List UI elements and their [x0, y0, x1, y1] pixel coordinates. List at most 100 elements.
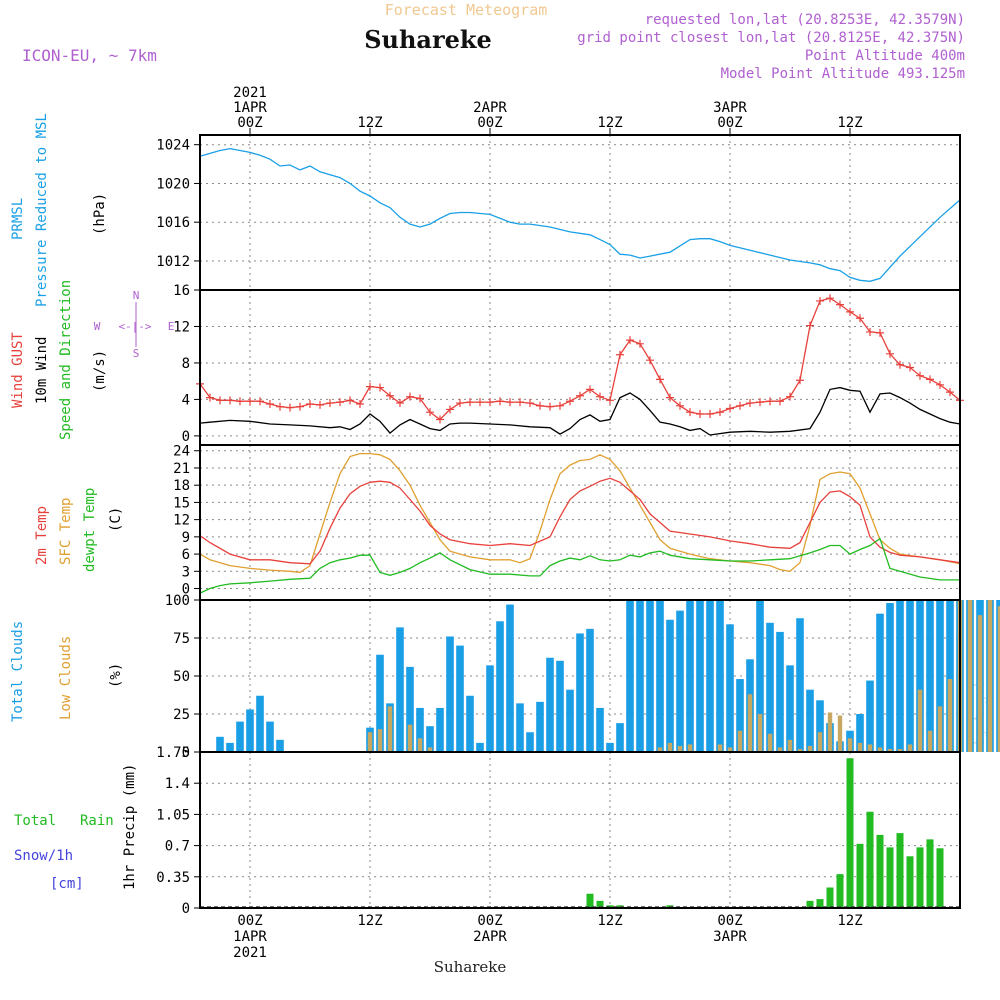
ytick-label-pressure: 1016	[156, 215, 190, 231]
top-time-label: 12Z	[357, 115, 382, 131]
total-cloud-bar	[516, 703, 524, 752]
temp-unit: (C)	[108, 507, 124, 532]
low-cloud-bar	[667, 742, 673, 752]
ytick-label-clouds: 25	[173, 707, 190, 723]
ytick-label-wind: 0	[182, 429, 190, 445]
low-cloud-bar	[817, 732, 823, 752]
ytick-label-clouds: 50	[173, 669, 190, 685]
ytick-label-clouds: 75	[173, 631, 190, 647]
low-cloud-bar	[777, 747, 783, 752]
model-altitude: Model Point Altitude 493.125m	[721, 66, 965, 82]
gust-marker	[526, 399, 534, 408]
low-cloud-bar	[837, 715, 843, 752]
precip-label-cm: [cm]	[50, 876, 84, 892]
grid-layer	[200, 135, 960, 909]
total-cloud-bar	[546, 657, 554, 752]
low-cloud-bar	[727, 747, 733, 752]
rain-bar	[936, 848, 944, 908]
gust-marker	[906, 363, 914, 372]
low-cloud-bar	[897, 748, 903, 752]
ytick-label-clouds: 0	[182, 745, 190, 761]
ytick-label-pressure: 1012	[156, 254, 190, 270]
gust-marker	[836, 300, 844, 309]
gust-marker	[606, 396, 614, 405]
total-cloud-bar	[276, 739, 284, 752]
gust-marker	[446, 405, 454, 414]
precip-label-snow: Snow/1h	[14, 848, 73, 864]
low-cloud-bar	[787, 739, 793, 752]
total-cloud-bar	[236, 721, 244, 752]
gust-marker	[536, 401, 544, 410]
ytick-label-wind: 8	[182, 356, 190, 372]
gust-marker	[686, 408, 694, 417]
product-title: Forecast Meteogram	[385, 1, 548, 19]
wind10m-line	[199, 386, 961, 436]
requested-coords: requested lon,lat (20.8253E, 42.3579N)	[645, 12, 965, 28]
gust-marker	[756, 398, 764, 407]
gust-marker	[356, 399, 364, 408]
gust-marker	[676, 401, 684, 410]
total-cloud-bar	[526, 732, 534, 752]
gust-marker	[786, 392, 794, 401]
precip-label-total: Total	[14, 813, 56, 829]
compass-n: N	[133, 289, 140, 302]
gust-marker	[916, 371, 924, 380]
gust-marker	[616, 350, 624, 359]
gust-marker	[596, 392, 604, 401]
total-cloud-bar	[226, 742, 234, 752]
gust-marker	[386, 391, 394, 400]
ytick-label-temp: 15	[173, 495, 190, 511]
gust-marker	[206, 393, 214, 402]
rain-bar	[836, 874, 844, 908]
low-cloud-bar	[967, 600, 973, 752]
bottom-time-label: 3APR	[713, 929, 747, 945]
low-cloud-bar	[657, 747, 663, 752]
gust-marker	[226, 396, 234, 405]
top-time-label: 3APR	[713, 100, 747, 116]
low-cloud-bar	[717, 744, 723, 752]
ytick-label-temp: 18	[173, 478, 190, 494]
total-cloud-bar	[216, 736, 224, 752]
precip-label-1hr: 1hr Precip (mm)	[122, 764, 138, 890]
gust-marker	[266, 399, 274, 408]
ytick-label-precip: 0.35	[156, 870, 190, 886]
total-cloud-bar	[666, 619, 674, 752]
low-cloud-bar	[417, 738, 423, 752]
total-cloud-bar	[756, 600, 764, 752]
ytick-label-precip: 0	[182, 901, 190, 917]
low-cloud-bar	[367, 732, 373, 752]
frame-wind	[199, 289, 961, 446]
gust-marker	[806, 321, 814, 330]
total-cloud-bar	[816, 700, 824, 752]
low-cloud-bar	[847, 738, 853, 752]
low-cloud-bar	[747, 694, 753, 752]
total-cloud-bar	[576, 633, 584, 752]
top-time-label: 2021	[233, 85, 267, 101]
sfc-temp-line	[199, 452, 961, 574]
low-cloud-bar	[937, 706, 943, 752]
low-cloud-bar	[407, 724, 413, 752]
low-cloud-bar	[767, 733, 773, 752]
wind-label-gust: Wind GUST	[10, 332, 26, 408]
gust-marker	[426, 408, 434, 417]
low-cloud-bar	[737, 730, 743, 752]
total-cloud-bar	[556, 660, 564, 752]
total-cloud-bar	[636, 600, 644, 752]
total-cloud-bar	[616, 723, 624, 752]
gust-marker	[366, 382, 374, 391]
total-cloud-bar	[916, 600, 924, 752]
gust-marker	[436, 415, 444, 424]
ytick-label-clouds: 100	[165, 593, 190, 609]
low-cloud-bar	[677, 745, 683, 752]
total-cloud-bar	[706, 600, 714, 752]
rain-bar	[906, 856, 914, 908]
point-altitude: Point Altitude 400m	[805, 48, 965, 64]
dewpt-line	[199, 537, 960, 594]
gust-marker	[306, 399, 314, 408]
low-cloud-bar	[977, 615, 983, 752]
gust-marker	[466, 398, 474, 407]
gust-marker	[646, 356, 654, 365]
ytick-label-wind: 4	[182, 392, 190, 408]
gust-marker	[876, 328, 884, 337]
total-cloud-bar	[736, 679, 744, 752]
